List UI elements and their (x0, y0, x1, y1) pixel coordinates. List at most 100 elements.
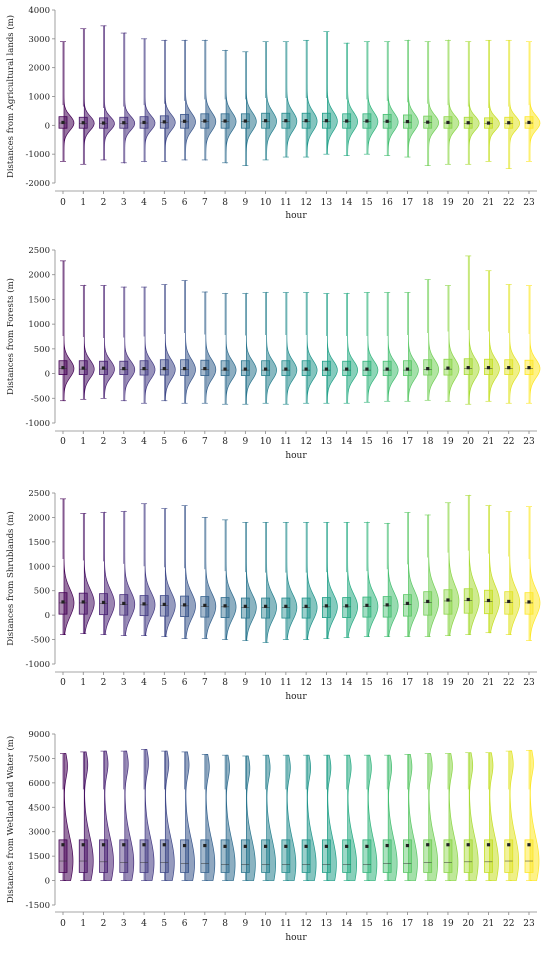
violin-group-6: 6 (180, 751, 195, 929)
violin-23 (529, 506, 541, 641)
violin-group-10: 10 (260, 41, 277, 208)
mean-marker (122, 367, 126, 371)
x-tick-label: 13 (321, 437, 333, 447)
violin-group-4: 4 (139, 37, 156, 208)
x-tick-label: 4 (141, 198, 147, 208)
mean-marker (101, 600, 106, 605)
x-tick-label: 2 (101, 437, 107, 447)
box-15 (362, 596, 372, 618)
mean-marker (324, 367, 328, 371)
violin-group-10: 10 (260, 291, 277, 447)
x-tick-label: 1 (80, 678, 86, 688)
mean-marker (264, 119, 268, 123)
mean-marker (122, 121, 126, 125)
x-tick-label: 6 (182, 919, 188, 929)
violin-6 (185, 39, 196, 161)
violin-8 (225, 754, 236, 881)
violin-group-2: 2 (99, 511, 115, 688)
violin-10 (266, 41, 277, 161)
box-17 (403, 839, 412, 873)
x-tick-label: 12 (300, 437, 311, 447)
mean-marker (345, 367, 349, 371)
mean-marker (304, 604, 308, 608)
x-tick-label: 17 (402, 678, 414, 688)
x-tick-label: 14 (341, 198, 353, 208)
x-tick-label: 1 (80, 437, 86, 447)
x-tick-label: 5 (161, 198, 167, 208)
violin-12 (306, 292, 318, 404)
violin-8 (225, 49, 237, 164)
box-0 (58, 839, 68, 873)
y-tick-label: 3000 (28, 828, 50, 838)
mean-marker (101, 366, 106, 370)
violin-14 (347, 522, 359, 638)
x-tick-label: 10 (260, 198, 272, 208)
box-7 (200, 839, 210, 873)
box-19 (443, 589, 453, 615)
x-tick-label: 17 (402, 437, 414, 447)
x-tick-label: 21 (483, 437, 494, 447)
y-tick-label: 1000 (28, 93, 50, 103)
x-tick-label: 23 (523, 437, 535, 447)
x-tick-label: 4 (141, 678, 147, 688)
y-tick-label: -1000 (25, 660, 50, 670)
box-8 (220, 839, 230, 873)
violin-group-2: 2 (99, 25, 115, 208)
violin-15 (367, 521, 379, 637)
x-tick-label: 6 (182, 678, 188, 688)
violin-7 (205, 516, 217, 639)
x-tick-label: 12 (300, 919, 311, 929)
violin-group-12: 12 (300, 522, 318, 688)
box-1 (78, 839, 88, 873)
violin-2 (104, 285, 115, 399)
mean-marker (345, 844, 349, 848)
mean-marker (486, 121, 491, 125)
violin-3 (124, 750, 135, 881)
mean-marker (203, 603, 207, 607)
mean-marker (365, 367, 369, 371)
violin-group-4: 4 (139, 286, 156, 447)
violin-group-7: 7 (200, 39, 217, 208)
violin-group-23: 23 (523, 41, 541, 208)
mean-marker (345, 604, 349, 608)
box-18 (423, 839, 433, 873)
violin-19 (448, 285, 460, 402)
violin-group-1: 1 (78, 751, 94, 929)
x-tick-label: 3 (121, 437, 127, 447)
x-tick-label: 10 (260, 678, 272, 688)
mean-marker (122, 843, 126, 847)
x-tick-label: 8 (222, 678, 228, 688)
y-tick-label: 2000 (28, 513, 50, 523)
mean-marker (162, 602, 166, 606)
violin-group-5: 5 (159, 750, 175, 929)
violin-18 (428, 753, 439, 881)
violin-group-13: 13 (321, 754, 337, 929)
panel-2: -1000 -500 0 500 1000 1500 2000 2500 Distances f… (5, 246, 541, 461)
violin-group-6: 6 (180, 39, 196, 208)
violin-3 (124, 32, 136, 164)
violin-group-6: 6 (180, 279, 196, 447)
box-6 (180, 839, 189, 873)
violin-5 (164, 284, 176, 402)
mean-marker (264, 604, 268, 608)
violin-22 (509, 750, 520, 881)
violin-12 (306, 40, 318, 158)
x-tick-label: 14 (341, 919, 353, 929)
x-tick-label: 8 (222, 198, 228, 208)
x-tick-label: 15 (361, 678, 373, 688)
mean-marker (142, 843, 146, 847)
x-tick-label: 15 (361, 198, 373, 208)
box-13 (321, 597, 331, 618)
x-tick-label: 18 (422, 198, 434, 208)
violin-5 (164, 39, 176, 163)
mean-marker (405, 367, 410, 371)
box-23 (524, 839, 534, 873)
violin-group-7: 7 (200, 291, 217, 447)
x-tick-label: 14 (341, 678, 353, 688)
violin-group-10: 10 (260, 754, 276, 929)
violin-5 (164, 750, 175, 881)
mean-marker (223, 844, 227, 848)
x-tick-label: 22 (503, 198, 514, 208)
